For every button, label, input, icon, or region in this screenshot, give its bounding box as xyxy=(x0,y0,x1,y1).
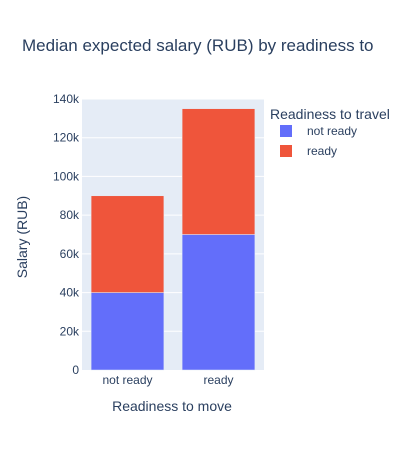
legend-item-label: not ready xyxy=(307,124,357,138)
bar-not-ready-not-ready xyxy=(90,292,165,371)
x-tick-label: ready xyxy=(203,373,233,387)
legend-swatch xyxy=(280,145,292,157)
x-axis-title: Readiness to move xyxy=(112,398,232,414)
y-tick-label: 60k xyxy=(60,247,80,261)
y-tick-label: 100k xyxy=(53,169,80,183)
y-axis-ticks: 0 20k 40k 60k 80k 100k 120k 140k xyxy=(53,92,80,377)
chart-title: Median expected salary (RUB) by readines… xyxy=(22,36,374,55)
bar-not-ready-ready xyxy=(181,234,256,371)
y-tick-label: 120k xyxy=(53,131,80,145)
legend-item-label: ready xyxy=(307,144,337,158)
legend[interactable]: Readiness to travel not ready ready xyxy=(270,106,390,158)
y-tick-label: 140k xyxy=(53,92,80,106)
x-axis-ticks: not ready ready xyxy=(102,373,233,387)
y-axis-title: Salary (RUB) xyxy=(14,196,30,278)
legend-title: Readiness to travel xyxy=(270,106,390,122)
y-tick-label: 0 xyxy=(72,363,79,377)
bar-ready-not-ready xyxy=(90,195,165,293)
y-tick-label: 80k xyxy=(60,208,80,222)
y-tick-label: 20k xyxy=(60,324,80,338)
x-tick-label: not ready xyxy=(102,373,152,387)
y-tick-label: 40k xyxy=(60,286,80,300)
legend-swatch xyxy=(280,125,292,137)
bars[interactable] xyxy=(90,108,256,371)
bar-ready-ready xyxy=(181,108,256,235)
